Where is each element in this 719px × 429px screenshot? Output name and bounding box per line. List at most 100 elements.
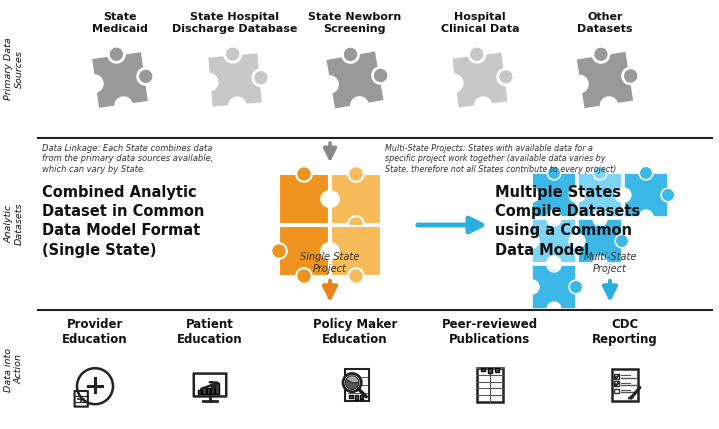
Circle shape — [86, 76, 102, 92]
Circle shape — [547, 256, 561, 270]
Text: State
Medicaid: State Medicaid — [92, 12, 148, 33]
FancyBboxPatch shape — [215, 384, 219, 395]
Circle shape — [498, 69, 514, 85]
Circle shape — [601, 98, 617, 114]
Text: Patient
Education: Patient Education — [177, 318, 243, 346]
FancyBboxPatch shape — [349, 395, 353, 398]
FancyBboxPatch shape — [202, 387, 206, 395]
FancyBboxPatch shape — [532, 173, 576, 217]
Circle shape — [547, 302, 561, 316]
Circle shape — [469, 46, 485, 62]
Circle shape — [324, 191, 339, 207]
Circle shape — [572, 76, 587, 92]
FancyBboxPatch shape — [624, 173, 668, 217]
Circle shape — [569, 234, 583, 248]
Circle shape — [525, 188, 539, 202]
Text: Peer-reviewed
Publications: Peer-reviewed Publications — [442, 318, 538, 346]
Text: Multi-State
Project: Multi-State Project — [583, 252, 637, 274]
Circle shape — [446, 75, 462, 91]
Wedge shape — [345, 379, 359, 390]
Text: Hospital
Clinical Data: Hospital Clinical Data — [441, 12, 519, 33]
Text: Other
Datasets: Other Datasets — [577, 12, 633, 33]
Circle shape — [525, 280, 539, 294]
FancyBboxPatch shape — [481, 368, 485, 371]
Circle shape — [296, 166, 312, 182]
FancyBboxPatch shape — [532, 219, 576, 263]
Circle shape — [348, 268, 364, 284]
Circle shape — [109, 46, 124, 62]
FancyBboxPatch shape — [578, 173, 622, 217]
Text: Combined Analytic
Dataset in Common
Data Model Format
(Single State): Combined Analytic Dataset in Common Data… — [42, 185, 204, 257]
Circle shape — [617, 188, 631, 202]
Text: State Newborn
Screening: State Newborn Screening — [308, 12, 402, 33]
Circle shape — [615, 188, 629, 202]
Circle shape — [352, 97, 367, 114]
Text: Data into
Action: Data into Action — [4, 347, 24, 392]
Circle shape — [593, 46, 609, 62]
Circle shape — [615, 234, 629, 248]
FancyBboxPatch shape — [354, 395, 358, 400]
FancyBboxPatch shape — [331, 226, 381, 276]
Circle shape — [571, 234, 585, 248]
Circle shape — [343, 374, 361, 392]
Text: CDC
Reporting: CDC Reporting — [592, 318, 658, 346]
Circle shape — [569, 280, 583, 294]
Circle shape — [569, 188, 583, 202]
Circle shape — [271, 243, 287, 259]
Circle shape — [639, 210, 653, 224]
Circle shape — [321, 243, 336, 259]
Text: Single State
Project: Single State Project — [301, 252, 360, 274]
FancyBboxPatch shape — [360, 395, 363, 399]
Circle shape — [116, 98, 132, 114]
FancyBboxPatch shape — [207, 52, 263, 108]
Circle shape — [229, 98, 245, 114]
FancyBboxPatch shape — [575, 50, 635, 110]
FancyBboxPatch shape — [331, 174, 381, 224]
Text: Multiple States
Compile Datasets
using a Common
Data Model: Multiple States Compile Datasets using a… — [495, 185, 640, 257]
FancyBboxPatch shape — [206, 389, 210, 395]
Circle shape — [639, 166, 653, 180]
Circle shape — [324, 243, 339, 259]
Circle shape — [547, 212, 561, 226]
Circle shape — [296, 268, 312, 284]
Circle shape — [321, 191, 336, 207]
Circle shape — [593, 210, 607, 224]
FancyBboxPatch shape — [211, 385, 214, 395]
Circle shape — [547, 166, 561, 180]
Circle shape — [525, 234, 539, 248]
Circle shape — [253, 69, 269, 86]
Text: Provider
Education: Provider Education — [62, 318, 128, 346]
Wedge shape — [346, 376, 359, 383]
Circle shape — [623, 68, 638, 84]
Circle shape — [547, 258, 561, 272]
Circle shape — [201, 74, 217, 91]
Circle shape — [593, 212, 607, 226]
FancyBboxPatch shape — [578, 219, 622, 263]
Text: State Hospital
Discharge Database: State Hospital Discharge Database — [173, 12, 298, 33]
Circle shape — [475, 98, 491, 114]
Circle shape — [348, 166, 364, 182]
Text: Analytic
Datasets: Analytic Datasets — [4, 203, 24, 245]
Circle shape — [593, 256, 607, 270]
Text: Data Linkage: Each State combines data
from the primary data sources available,
: Data Linkage: Each State combines data f… — [42, 144, 214, 174]
Text: Primary Data
Sources: Primary Data Sources — [4, 38, 24, 100]
FancyBboxPatch shape — [279, 174, 329, 224]
Circle shape — [571, 188, 585, 202]
FancyBboxPatch shape — [279, 226, 329, 276]
Circle shape — [348, 216, 364, 232]
FancyBboxPatch shape — [532, 265, 576, 309]
FancyBboxPatch shape — [91, 51, 150, 109]
Circle shape — [372, 67, 389, 84]
Circle shape — [224, 46, 241, 62]
FancyBboxPatch shape — [325, 50, 385, 110]
Text: Multi-State Projects: States with available data for a
specific project work tog: Multi-State Projects: States with availa… — [385, 144, 616, 174]
FancyBboxPatch shape — [495, 368, 499, 372]
Circle shape — [137, 68, 154, 85]
Circle shape — [593, 166, 607, 180]
Circle shape — [321, 76, 337, 93]
Text: Policy Maker
Education: Policy Maker Education — [313, 318, 397, 346]
FancyBboxPatch shape — [451, 51, 509, 109]
Circle shape — [342, 46, 359, 63]
Circle shape — [661, 188, 675, 202]
Circle shape — [547, 210, 561, 224]
